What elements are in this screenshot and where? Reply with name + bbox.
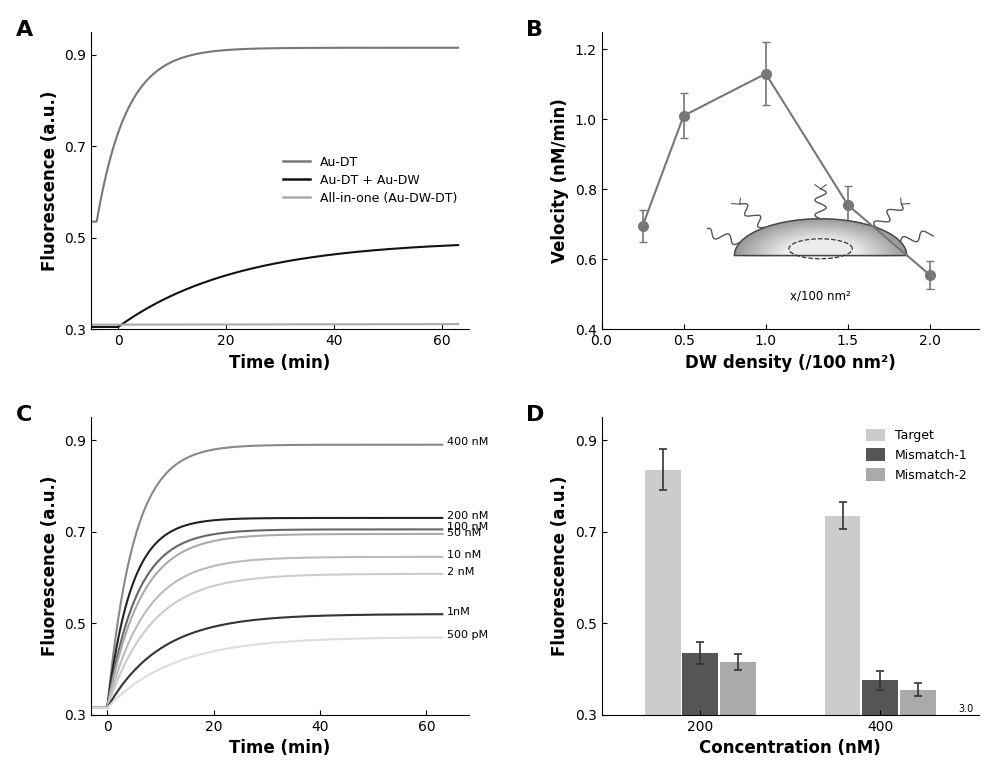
- Y-axis label: Fluorescence (a.u.): Fluorescence (a.u.): [41, 90, 59, 271]
- Bar: [862, 681, 898, 715]
- X-axis label: DW density (/100 nm²): DW density (/100 nm²): [685, 354, 896, 372]
- Legend: Au-DT, Au-DT + Au-DW, All-in-one (Au-DW-DT): Au-DT, Au-DT + Au-DW, All-in-one (Au-DW-…: [278, 151, 463, 210]
- Text: 200 nM: 200 nM: [447, 510, 488, 520]
- Bar: [645, 470, 681, 715]
- Bar: [720, 662, 756, 715]
- Text: 1nM: 1nM: [447, 607, 470, 617]
- Text: 100 nM: 100 nM: [447, 522, 488, 532]
- Text: 500 pM: 500 pM: [447, 630, 488, 640]
- Bar: [682, 653, 718, 715]
- Text: 50 nM: 50 nM: [447, 527, 481, 538]
- Text: 3.0: 3.0: [959, 704, 974, 714]
- Bar: [900, 689, 936, 715]
- X-axis label: Concentration (nM): Concentration (nM): [699, 739, 881, 757]
- Text: A: A: [16, 19, 33, 40]
- Legend: Target, Mismatch-1, Mismatch-2: Target, Mismatch-1, Mismatch-2: [861, 423, 973, 487]
- Text: B: B: [526, 19, 543, 40]
- Bar: [825, 516, 860, 715]
- Text: 10 nM: 10 nM: [447, 551, 481, 560]
- X-axis label: Time (min): Time (min): [229, 739, 331, 757]
- Y-axis label: Velocity (nM/min): Velocity (nM/min): [551, 98, 569, 263]
- Text: C: C: [16, 405, 32, 426]
- Y-axis label: Fluorescence (a.u.): Fluorescence (a.u.): [551, 476, 569, 656]
- Y-axis label: Fluorescence (a.u.): Fluorescence (a.u.): [41, 476, 59, 656]
- X-axis label: Time (min): Time (min): [229, 354, 331, 372]
- Text: 2 nM: 2 nM: [447, 567, 474, 577]
- Text: D: D: [526, 405, 544, 426]
- Text: 400 nM: 400 nM: [447, 437, 488, 447]
